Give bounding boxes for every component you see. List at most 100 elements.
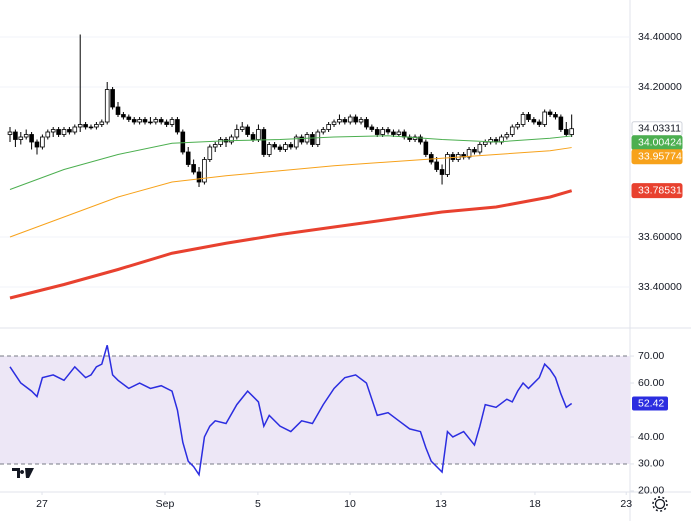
candle-body xyxy=(277,146,283,150)
candle-body xyxy=(418,136,423,143)
candle-body xyxy=(531,119,537,123)
candle-body xyxy=(239,126,245,130)
candle-body xyxy=(191,164,196,173)
y-tick-label: 30.00 xyxy=(638,458,664,470)
candle-body xyxy=(13,131,18,140)
candle-body xyxy=(283,144,288,150)
candle-body xyxy=(337,119,342,123)
candle-body xyxy=(558,116,564,130)
candle-body xyxy=(94,124,99,128)
candle-body xyxy=(310,134,315,145)
candle-body xyxy=(439,169,445,175)
candle-body xyxy=(148,121,153,124)
rsi-line xyxy=(9,345,573,477)
moving-average-line xyxy=(9,135,572,190)
candle-body xyxy=(115,106,121,115)
candle-body xyxy=(196,171,202,183)
candle-body xyxy=(380,129,385,135)
candle-body xyxy=(347,116,353,123)
candle-body xyxy=(234,129,240,138)
candle-body xyxy=(272,144,277,148)
candle-body xyxy=(509,126,515,135)
candle-body xyxy=(396,131,402,135)
candle-body xyxy=(261,129,267,155)
candle-body xyxy=(158,119,164,123)
tv-logo xyxy=(10,464,36,482)
candle-body xyxy=(218,139,223,145)
candle-body xyxy=(99,121,105,125)
candle-body xyxy=(369,126,375,130)
candle-body xyxy=(50,129,56,133)
candle-body xyxy=(374,129,380,135)
candle-body xyxy=(83,124,88,128)
x-tick-label: Sep xyxy=(156,498,175,510)
candle-body xyxy=(77,124,83,128)
candle-body xyxy=(423,141,429,155)
candle-body xyxy=(34,141,40,148)
candle-body xyxy=(61,129,67,135)
candle-body xyxy=(40,136,45,148)
candle-body xyxy=(23,134,29,138)
candle-body xyxy=(342,119,348,123)
candle-body xyxy=(288,144,294,148)
settings-button[interactable] xyxy=(652,496,668,512)
candle-body xyxy=(542,111,547,125)
y-tick-label: 34.40000 xyxy=(638,31,682,43)
candle-body xyxy=(67,129,72,133)
candle-body xyxy=(358,119,364,123)
rsi-band xyxy=(0,356,630,464)
candle-body xyxy=(202,159,207,183)
candle-body xyxy=(320,129,326,133)
candle-body xyxy=(266,144,272,155)
gear-teeth xyxy=(652,496,668,512)
candle-body xyxy=(547,111,553,115)
price-label: 33.78531 xyxy=(638,184,682,196)
candle-body xyxy=(126,116,132,120)
candle-body xyxy=(7,131,13,135)
candle-body xyxy=(391,131,396,135)
candle-body xyxy=(121,114,126,118)
candle-body xyxy=(445,154,450,175)
price-label-bg xyxy=(631,183,683,199)
candle-body xyxy=(29,134,34,143)
y-tick-label: 70.00 xyxy=(638,350,664,362)
candle-body xyxy=(45,131,51,138)
x-tick-label: 5 xyxy=(255,498,261,510)
price-label: 34.00424 xyxy=(638,137,682,149)
candle-body xyxy=(504,134,510,138)
candle-body xyxy=(331,121,337,125)
y-tick-label: 60.00 xyxy=(638,377,664,389)
x-tick-label: 18 xyxy=(529,498,541,510)
candle-body xyxy=(207,146,213,160)
price-label: 33.95774 xyxy=(638,151,682,163)
candle-body xyxy=(245,126,250,135)
candle-body xyxy=(293,136,299,148)
candle-body xyxy=(428,154,434,163)
candle-body xyxy=(477,144,483,153)
candle-body xyxy=(385,129,391,133)
candle-body xyxy=(364,119,369,128)
candle-body xyxy=(56,129,61,135)
candle-body xyxy=(185,151,191,165)
candle-body xyxy=(104,89,110,123)
candle-body xyxy=(326,124,331,130)
candle-body xyxy=(472,149,477,153)
candle-body xyxy=(299,136,304,143)
y-tick-label: 20.00 xyxy=(638,485,664,497)
moving-average-line xyxy=(9,189,573,300)
y-tick-label: 40.00 xyxy=(638,431,664,443)
candle-body xyxy=(18,136,24,140)
candle-body xyxy=(515,124,520,128)
candle-body xyxy=(250,134,256,140)
candle-body xyxy=(434,161,439,170)
candle-body xyxy=(131,119,137,123)
candle-body xyxy=(553,114,558,118)
candle-body xyxy=(353,116,358,123)
x-tick-label: 13 xyxy=(435,498,447,510)
candle-body xyxy=(466,149,472,158)
candle-body xyxy=(110,89,115,108)
candle-body xyxy=(175,119,180,133)
rsi-value-label-bg xyxy=(632,396,668,411)
candle-body xyxy=(142,119,148,123)
candle-body xyxy=(256,129,261,140)
